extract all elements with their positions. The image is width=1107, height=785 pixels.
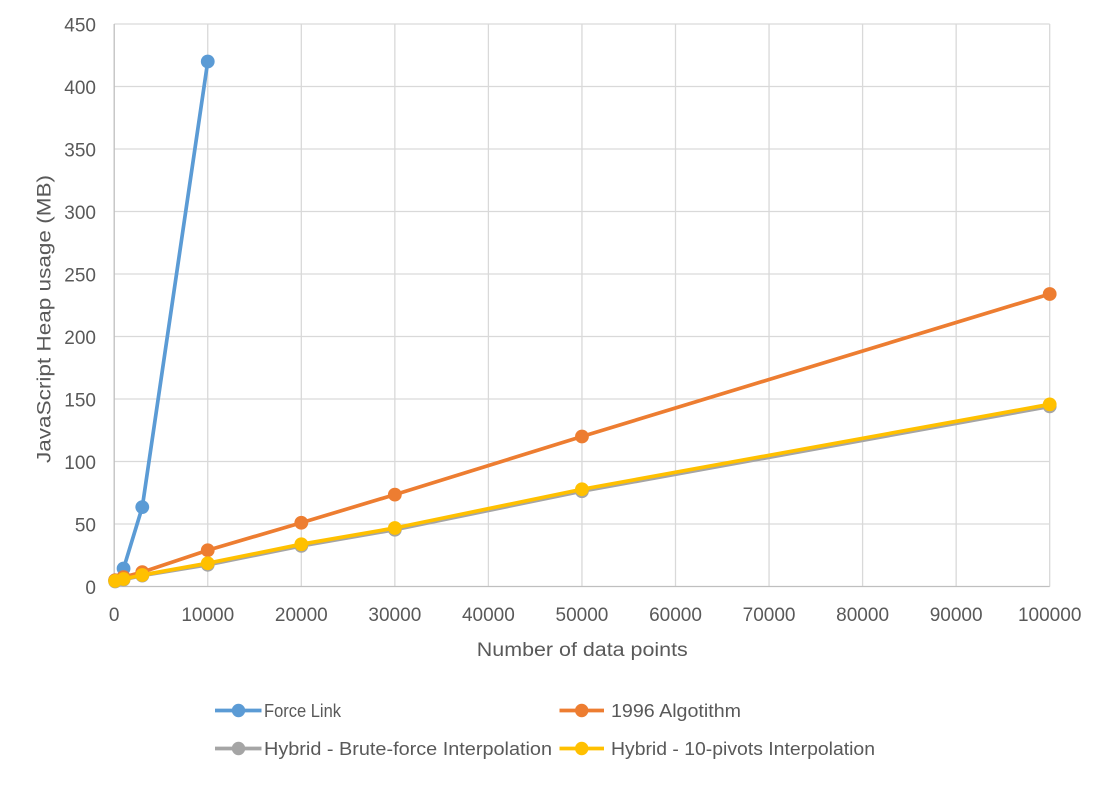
svg-text:50: 50 [75,516,96,537]
svg-text:300: 300 [64,203,96,224]
svg-text:450: 450 [64,16,96,37]
svg-text:70000: 70000 [743,605,796,626]
svg-text:Number of data points: Number of data points [477,640,688,661]
svg-text:20000: 20000 [275,605,328,626]
svg-text:80000: 80000 [836,605,889,626]
svg-text:50000: 50000 [556,605,609,626]
svg-text:150: 150 [64,391,96,412]
svg-text:350: 350 [64,141,96,162]
svg-text:100: 100 [64,453,96,474]
svg-text:1996 Algotithm: 1996 Algotithm [611,700,741,721]
svg-text:Force Link: Force Link [264,700,342,721]
svg-text:JavaScript Heap usage (MB): JavaScript Heap usage (MB) [35,175,56,463]
svg-text:0: 0 [109,605,120,626]
svg-text:10000: 10000 [181,605,234,626]
svg-text:30000: 30000 [368,605,421,626]
svg-text:Hybrid - 10-pivots Interpolati: Hybrid - 10-pivots Interpolation [611,738,875,759]
svg-text:60000: 60000 [649,605,702,626]
svg-text:0: 0 [85,578,96,599]
svg-text:250: 250 [64,266,96,287]
svg-text:90000: 90000 [930,605,983,626]
svg-text:400: 400 [64,78,96,99]
svg-text:200: 200 [64,328,96,349]
svg-text:100000: 100000 [1018,605,1081,626]
svg-text:Hybrid - Brute-force Interpola: Hybrid - Brute-force Interpolation [264,738,552,759]
svg-text:40000: 40000 [462,605,515,626]
